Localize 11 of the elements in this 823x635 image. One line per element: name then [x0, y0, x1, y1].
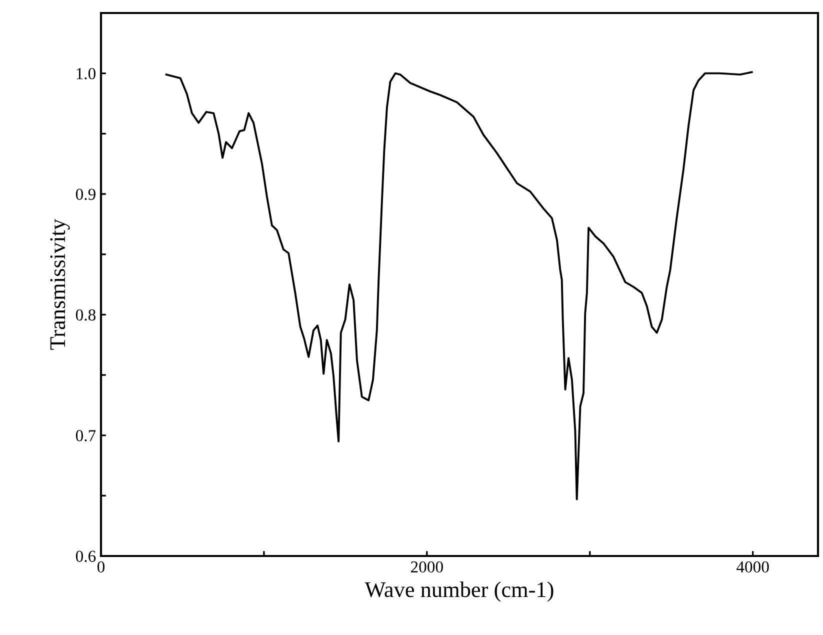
- y-tick-label: 0.8: [76, 309, 96, 321]
- line-series: [165, 71, 753, 500]
- y-tick-label: 0.9: [76, 188, 96, 200]
- x-tick-label: 2000: [410, 561, 443, 573]
- y-axis-title: Transmissivity: [50, 218, 70, 350]
- y-tick-label: 1.0: [76, 68, 96, 80]
- y-tick-label: 0.6: [76, 550, 96, 562]
- x-tick-label: 0: [97, 561, 105, 573]
- x-axis-title: Wave number (cm-1): [364, 582, 554, 602]
- y-tick-label: 0.7: [76, 430, 96, 442]
- x-tick-label: 4000: [736, 561, 769, 573]
